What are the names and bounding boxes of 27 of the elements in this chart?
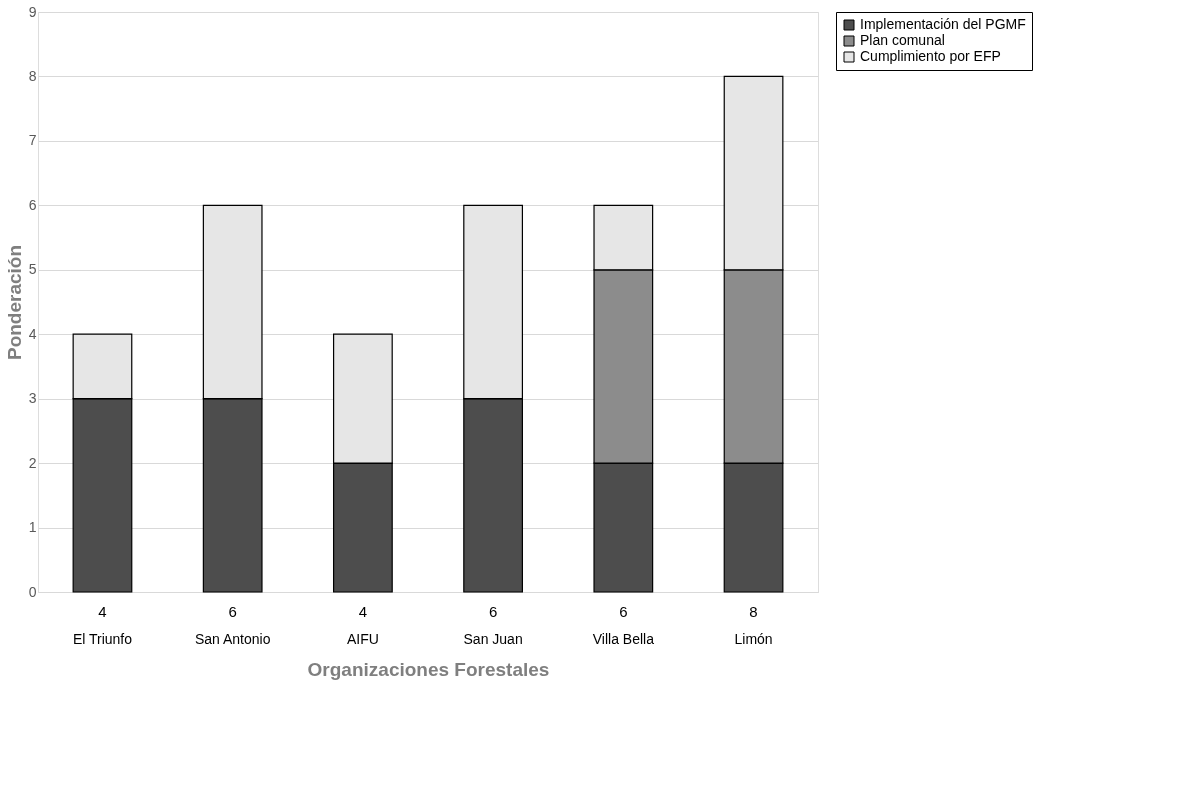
y-tick-label: 0 <box>28 583 37 600</box>
x-tick-label: San Antonio <box>194 630 271 647</box>
y-tick-label: 4 <box>28 325 37 342</box>
x-axis-title: Organizaciones Forestales <box>307 658 550 680</box>
y-tick-label: 9 <box>28 3 37 20</box>
x-tick-label: Villa Bella <box>592 630 655 647</box>
y-tick-label: 5 <box>28 261 37 278</box>
total-label: 4 <box>98 603 107 620</box>
y-tick-label: 6 <box>28 196 37 213</box>
y-tick-label: 8 <box>28 67 37 84</box>
y-axis-title: Ponderación <box>3 244 25 361</box>
total-label: 6 <box>619 603 628 620</box>
legend-label: Cumplimiento por EFP <box>860 48 1001 64</box>
y-tick-label: 2 <box>28 454 37 471</box>
legend-label: Plan comunal <box>860 32 945 48</box>
total-label: 8 <box>749 603 758 620</box>
total-label: 6 <box>488 603 498 620</box>
x-tick-label: San Juan <box>463 630 523 647</box>
x-tick-label: El Triunfo <box>72 630 133 647</box>
y-tick-label: 1 <box>28 519 37 536</box>
y-tick-label: 3 <box>28 390 37 407</box>
y-tick-label: 7 <box>28 132 37 149</box>
legend-label: Implementación del PGMF <box>860 16 1026 32</box>
x-tick-label: Limón <box>734 630 773 647</box>
total-label: 4 <box>358 603 368 620</box>
total-label: 6 <box>228 603 237 620</box>
x-tick-label: AIFU <box>346 630 379 647</box>
